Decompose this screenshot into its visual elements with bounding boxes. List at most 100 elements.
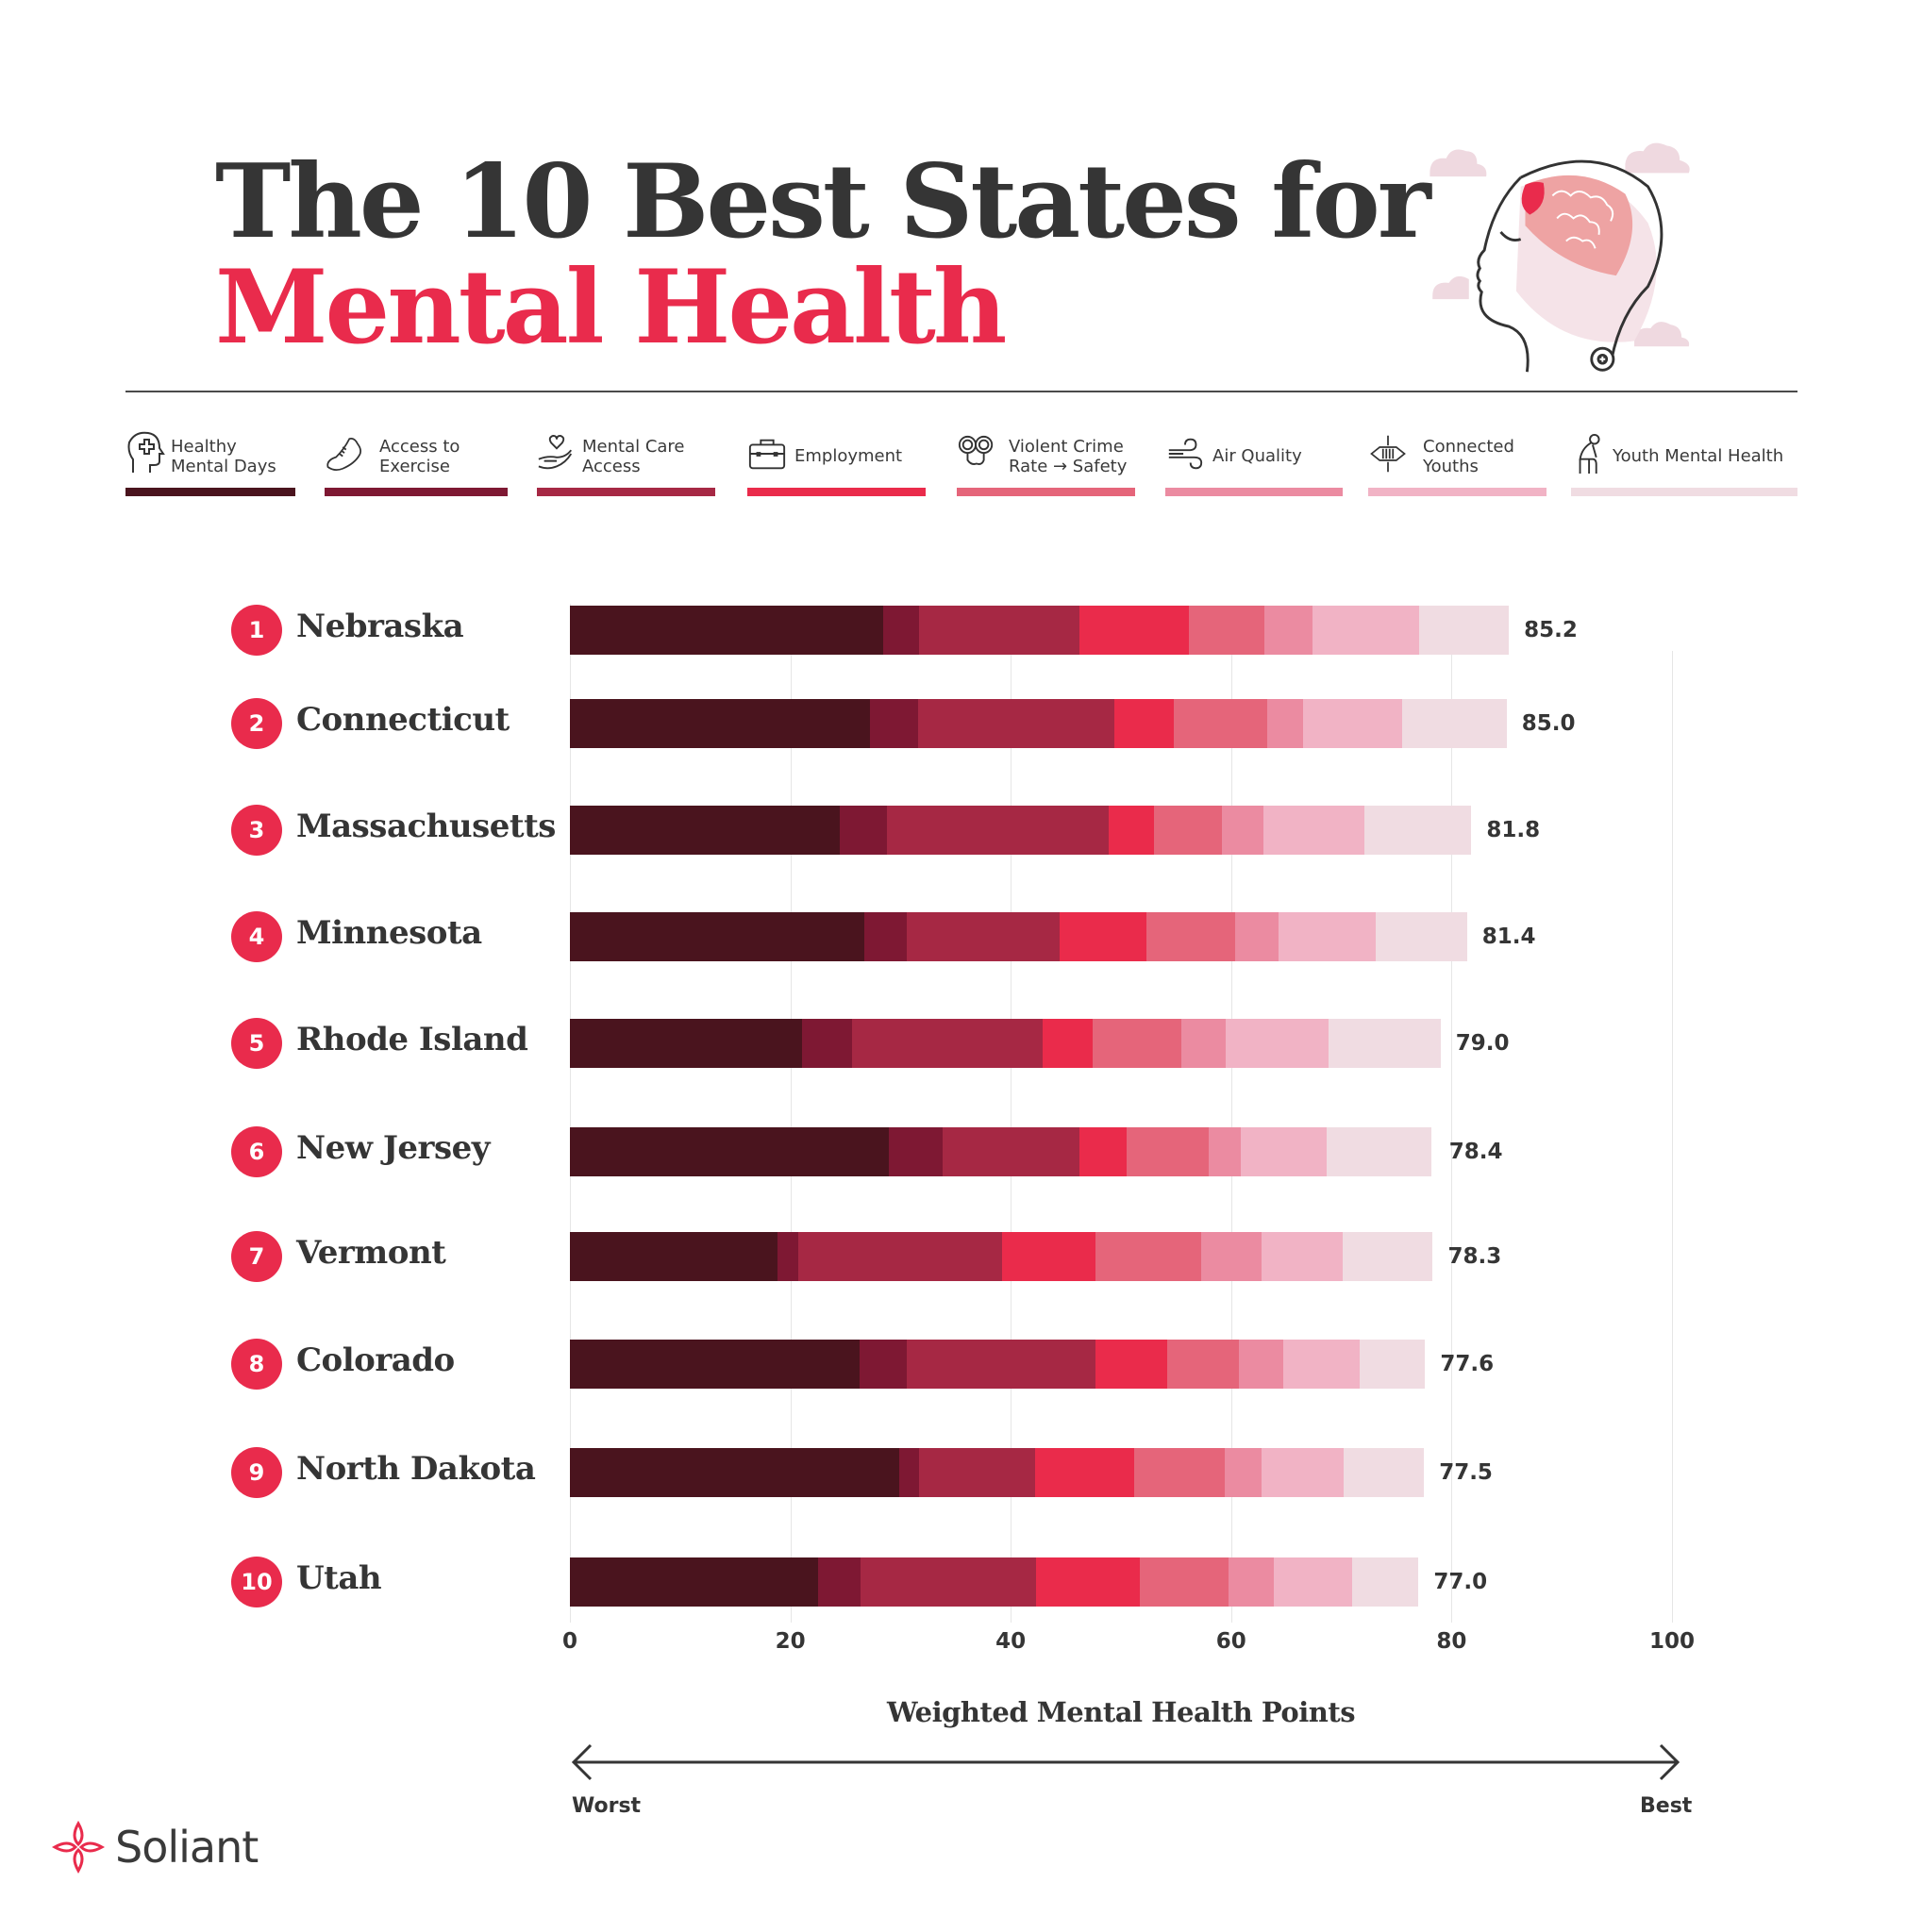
x-tick-label: 60 [1215,1629,1246,1654]
legend-item-violent-crime: Violent Crime Rate → Safety [957,429,1135,500]
bar-segment [1328,1019,1441,1068]
legend-swatch [125,488,295,496]
state-name: North Dakota [296,1450,536,1488]
legend-label: Employment [794,446,903,466]
state-name: Massachusetts [296,808,556,845]
gridline [1672,651,1673,1623]
bar-segment [1262,1232,1343,1281]
bar-segment [1342,1232,1433,1281]
bar-segment [882,606,920,655]
stacked-bar [570,806,1472,855]
bar-segment [1262,1448,1344,1497]
x-tick-label: 0 [561,1629,578,1654]
total-value-label: 77.0 [1433,1570,1488,1594]
bar-segment [1043,1019,1093,1068]
bar-segment [1078,606,1190,655]
bar-segment [1209,1127,1242,1176]
bar-segment [851,1019,1044,1068]
state-name: Vermont [296,1234,446,1272]
bar-segment [887,806,1110,855]
total-value-label: 81.8 [1486,818,1541,842]
bar-segment [869,699,919,748]
legend-label: Connected Youths [1423,437,1514,476]
legend-item-healthy-mental-days: Healthy Mental Days [125,429,295,500]
bar-segment [1113,699,1175,748]
bar-segment [1181,1019,1226,1068]
bar-segment [899,1448,920,1497]
wind-icon [1168,438,1203,470]
cloud-icon [1430,142,1690,347]
bar-segment [1139,1557,1229,1607]
bar-segment [1224,1448,1262,1497]
legend-label: Youth Mental Health [1613,446,1784,466]
legend-swatch [325,488,508,496]
rank-badge: 8 [231,1339,282,1390]
bar-segment [1352,1557,1419,1607]
bar-segment [1235,912,1279,961]
bar-segment [570,1232,777,1281]
total-value-label: 78.3 [1447,1244,1502,1269]
x-axis-title: Weighted Mental Health Points [886,1696,1356,1728]
bar-segment [1282,1340,1361,1389]
legend-label: Healthy Mental Days [171,437,276,476]
bar-segment [570,1019,803,1068]
bar-segment [861,1557,1037,1607]
total-value-label: 78.4 [1448,1140,1503,1164]
x-tick-label: 80 [1436,1629,1467,1654]
rank-badge: 2 [231,698,282,749]
bar-segment [1229,1557,1275,1607]
bar-segment [1263,606,1313,655]
total-value-label: 77.6 [1440,1352,1495,1376]
total-value-label: 79.0 [1455,1031,1510,1056]
state-name: Colorado [296,1341,455,1379]
gridline [570,604,571,1623]
rank-badge: 1 [231,605,282,656]
bar-segment [1360,1340,1426,1389]
bar-segment [1126,1127,1210,1176]
rank-badge: 6 [231,1126,282,1177]
bar-segment [570,806,841,855]
sad-seated-person-icon [1579,433,1600,474]
bar-segment [1375,912,1467,961]
bar-segment [1274,1557,1353,1607]
legend-label: Mental Care Access [582,437,685,476]
legend-item-connected-youths: Connected Youths [1368,429,1547,500]
stacked-bar [570,699,1507,748]
gridline [1451,651,1453,1623]
bar-segment [1241,1127,1328,1176]
legend-swatch [1571,488,1797,496]
bar-segment [1312,606,1420,655]
bar-segment [1109,806,1155,855]
legend-swatch [537,488,715,496]
bar-segment [570,1127,889,1176]
worst-label: Worst [572,1794,642,1818]
legend-label: Air Quality [1212,446,1302,466]
bar-segment [860,1340,908,1389]
page-title-line2: Mental Health [215,248,1007,367]
bar-segment [570,1448,900,1497]
stacked-bar [570,1557,1419,1607]
bar-segment [570,699,870,748]
bar-segment [1278,912,1376,961]
legend-swatch [747,488,926,496]
legend-item-air-quality: Air Quality [1165,429,1343,500]
legend-label: Access to Exercise [379,437,460,476]
bar-segment [570,912,864,961]
state-name: New Jersey [296,1129,490,1167]
total-value-label: 85.0 [1521,711,1576,736]
bar-segment [1092,1019,1182,1068]
clasped-hands-icon [1370,435,1406,473]
worst-to-best-double-arrow-icon [571,1743,1680,1781]
bar-segment [777,1232,798,1281]
bar-segment [1059,912,1146,961]
rank-badge: 3 [231,805,282,856]
bar-segment [1167,1340,1239,1389]
legend-label: Violent Crime Rate → Safety [1009,437,1128,476]
rank-badge: 7 [231,1231,282,1282]
briefcase-icon [748,439,786,470]
bar-segment [1327,1127,1432,1176]
x-tick-label: 40 [995,1629,1027,1654]
bar-segment [1154,806,1223,855]
legend-swatch [957,488,1135,496]
total-value-label: 81.4 [1481,924,1536,949]
